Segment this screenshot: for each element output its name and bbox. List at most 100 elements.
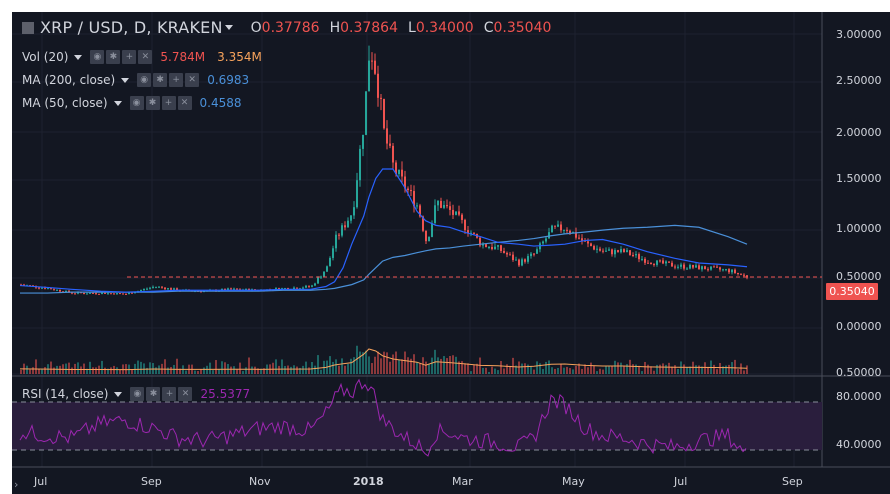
volume-bar xyxy=(443,356,445,374)
candle-body xyxy=(599,248,601,251)
volume-bar xyxy=(32,367,34,374)
gear-icon[interactable]: ✱ xyxy=(106,50,121,64)
volume-bar xyxy=(200,369,202,374)
candle-body xyxy=(659,260,661,262)
legend-ma50[interactable]: MA (50, close) ◉ ✱ + ✕ 0.4588 xyxy=(22,96,242,110)
close-icon[interactable]: ✕ xyxy=(178,387,193,401)
volume-bar xyxy=(260,368,262,374)
candle-body xyxy=(491,247,493,250)
close-icon[interactable]: ✕ xyxy=(177,96,192,110)
volume-bar xyxy=(107,368,109,374)
gear-icon[interactable]: ✱ xyxy=(153,73,168,87)
candle-body xyxy=(527,256,529,262)
candle-body xyxy=(164,287,166,290)
volume-bar xyxy=(395,351,397,374)
volume-bar xyxy=(689,366,691,374)
plus-icon[interactable]: + xyxy=(122,50,137,64)
price-tick: 0.50000 xyxy=(836,366,882,379)
candle-body xyxy=(587,241,589,244)
volume-bar xyxy=(242,371,244,374)
volume-bar xyxy=(497,370,499,374)
candle-body xyxy=(65,290,67,293)
candle-body xyxy=(323,271,325,277)
plus-icon[interactable]: + xyxy=(162,387,177,401)
volume-bar xyxy=(341,358,343,374)
candle-body xyxy=(668,261,670,263)
chart-area[interactable]: XRP / USD, D, KRAKEN O0.37786 H0.37864 L… xyxy=(12,12,890,494)
candle-body xyxy=(533,253,535,255)
candle-body xyxy=(632,254,634,256)
legend-volume[interactable]: Vol (20) ◉ ✱ + ✕ 5.784M 3.354M xyxy=(22,50,262,64)
volume-bar xyxy=(485,367,487,374)
candle-body xyxy=(737,273,739,275)
volume-bar xyxy=(254,366,256,374)
chevron-down-icon[interactable] xyxy=(113,100,122,106)
chevron-down-icon[interactable] xyxy=(224,25,233,30)
legend-ma200[interactable]: MA (200, close) ◉ ✱ + ✕ 0.6983 xyxy=(22,73,249,87)
ohlc-high: H0.37864 xyxy=(329,19,398,36)
volume-bar xyxy=(641,371,643,374)
volume-bar xyxy=(239,362,241,374)
volume-bar xyxy=(590,362,592,374)
eye-icon[interactable]: ◉ xyxy=(137,73,152,87)
volume-bar xyxy=(584,364,586,374)
candle-body xyxy=(638,254,640,260)
ohlc-close: C0.35040 xyxy=(483,19,552,36)
candle-body xyxy=(59,289,61,292)
candle-body xyxy=(380,97,382,99)
candle-body xyxy=(692,264,694,268)
candle-body xyxy=(716,266,718,268)
volume-bar xyxy=(332,361,334,374)
close-icon[interactable]: ✕ xyxy=(138,50,153,64)
indicator-tools: ◉ ✱ + ✕ xyxy=(129,96,192,110)
candle-body xyxy=(356,180,358,208)
scroll-left-icon[interactable]: › xyxy=(14,478,19,491)
volume-bar xyxy=(743,370,745,374)
candle-body xyxy=(56,289,58,291)
candle-body xyxy=(413,191,415,207)
candle-body xyxy=(332,248,334,258)
time-tick: Nov xyxy=(249,475,271,488)
candle-body xyxy=(353,207,355,216)
candle-body xyxy=(98,293,100,295)
candle-body xyxy=(629,250,631,255)
volume-bar xyxy=(218,368,220,374)
candle-body xyxy=(245,288,247,290)
gear-icon[interactable]: ✱ xyxy=(146,387,161,401)
volume-bar xyxy=(224,362,226,374)
volume-bar xyxy=(617,362,619,374)
volume-bar xyxy=(608,365,610,374)
candle-body xyxy=(329,257,331,267)
legend-rsi[interactable]: RSI (14, close) ◉ ✱ + ✕ 25.5377 xyxy=(22,387,250,401)
symbol-title[interactable]: XRP / USD, D, KRAKEN xyxy=(40,18,223,37)
volume-bar xyxy=(284,365,286,374)
volume-ma-line xyxy=(19,348,748,371)
close-icon[interactable]: ✕ xyxy=(185,73,200,87)
price-tick: 1.50000 xyxy=(836,172,882,185)
volume-bar xyxy=(470,371,472,374)
candle-body xyxy=(170,288,172,290)
chevron-down-icon[interactable] xyxy=(114,391,123,397)
plus-icon[interactable]: + xyxy=(161,96,176,110)
volume-bar xyxy=(554,368,556,374)
volume-bar xyxy=(626,364,628,374)
volume-bar xyxy=(245,367,247,374)
gear-icon[interactable]: ✱ xyxy=(145,96,160,110)
eye-icon[interactable]: ◉ xyxy=(90,50,105,64)
time-tick: May xyxy=(562,475,585,488)
candle-body xyxy=(566,229,568,231)
candle-body xyxy=(341,225,343,236)
volume-bar xyxy=(737,369,739,374)
plus-icon[interactable]: + xyxy=(169,73,184,87)
volume-bar xyxy=(656,364,658,374)
volume-bar xyxy=(65,363,67,374)
chevron-down-icon[interactable] xyxy=(121,77,130,83)
candle-body xyxy=(452,209,454,215)
volume-bar xyxy=(458,361,460,374)
eye-icon[interactable]: ◉ xyxy=(129,96,144,110)
candle-body xyxy=(641,258,643,260)
eye-icon[interactable]: ◉ xyxy=(130,387,145,401)
chevron-down-icon[interactable] xyxy=(74,54,83,60)
price-chart-svg[interactable] xyxy=(12,12,890,494)
candle-body xyxy=(125,293,127,295)
